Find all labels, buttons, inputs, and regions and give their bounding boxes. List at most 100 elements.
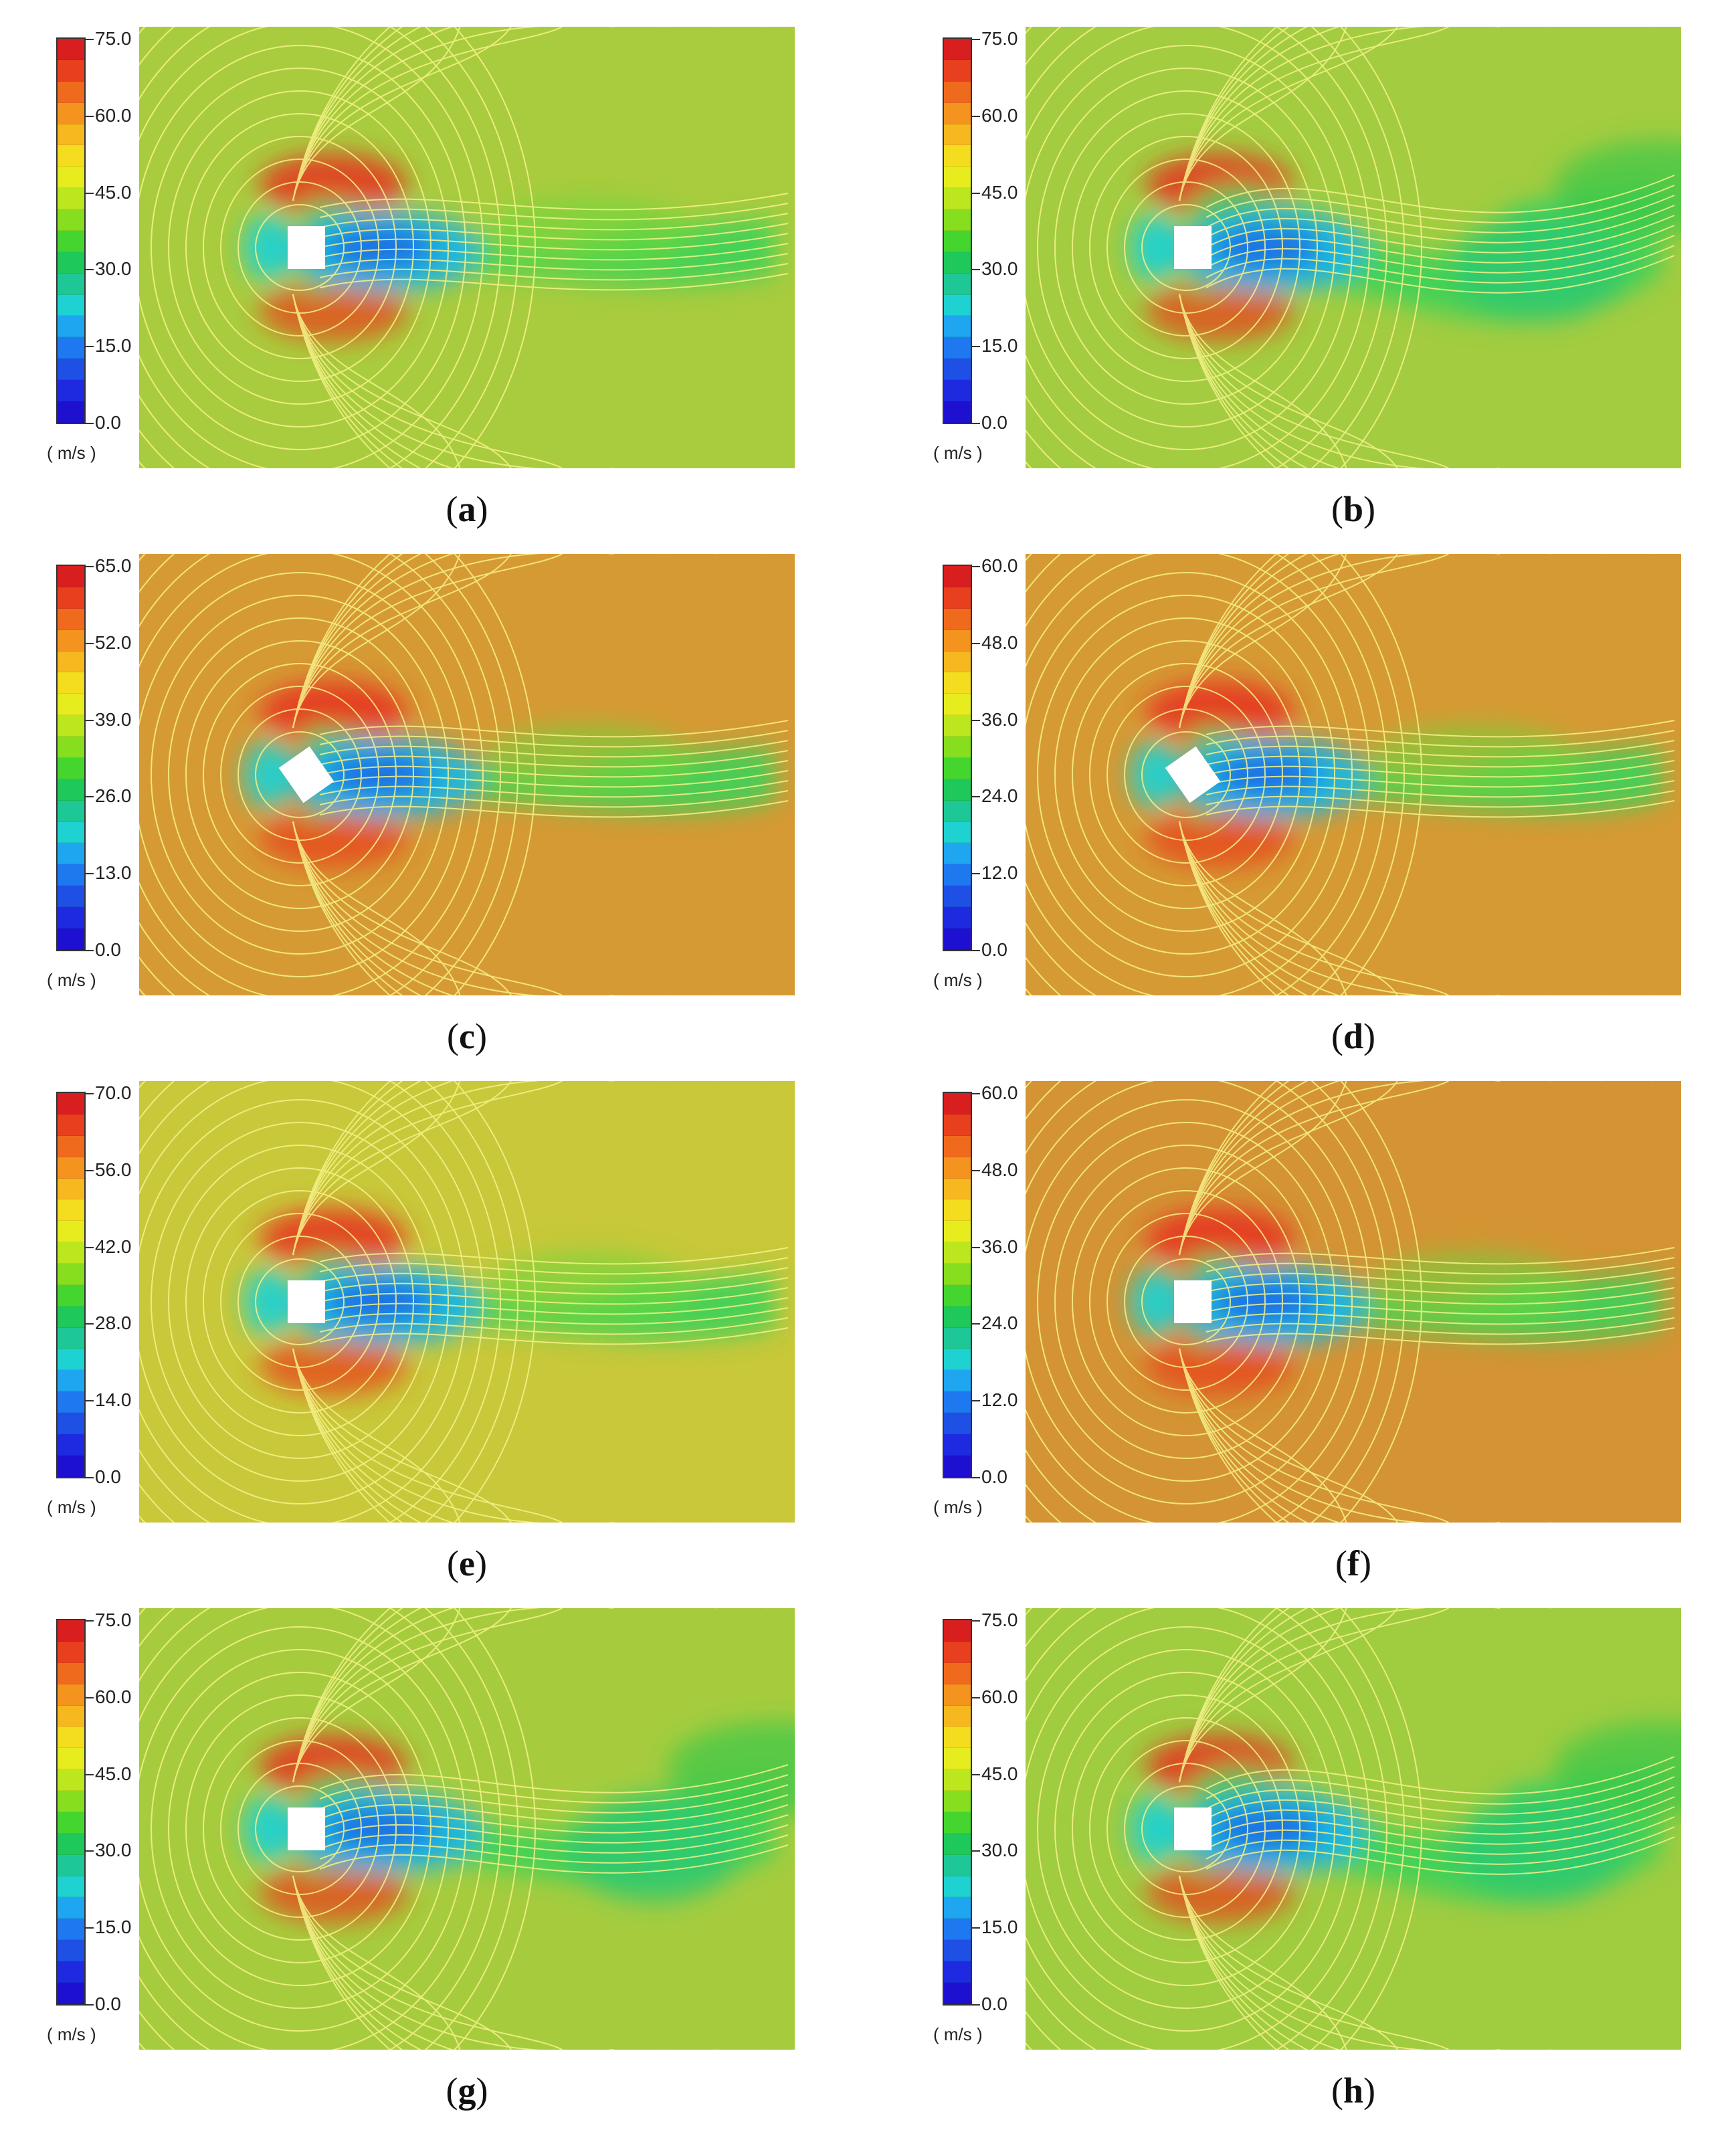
panel-a: 75.0 60.0 45.0 30.0 15.0 0.0 ( m/s ) (a) bbox=[13, 13, 850, 529]
colorbar-tick-label: 14.0 bbox=[95, 1389, 132, 1411]
colorbar-tick bbox=[86, 566, 94, 567]
colorbar-segment bbox=[944, 1221, 971, 1243]
colorbar-segment bbox=[58, 145, 84, 167]
colorbar-segment bbox=[944, 1284, 971, 1306]
colorbar-segment bbox=[944, 1940, 971, 1961]
caption-open-paren: ( bbox=[1331, 1016, 1343, 1056]
colorbar-tick-label: 45.0 bbox=[981, 1763, 1018, 1784]
colorbar-tick-label: 56.0 bbox=[95, 1159, 132, 1180]
colorbar-segment bbox=[944, 1748, 971, 1770]
colorbar-segment bbox=[944, 188, 971, 209]
colorbar-tick bbox=[972, 346, 980, 348]
colorbar-tick bbox=[86, 796, 94, 798]
colorbar-segment bbox=[944, 566, 971, 587]
colorbar-tick bbox=[972, 39, 980, 40]
colorbar-tick-label: 0.0 bbox=[981, 1993, 1007, 2014]
colorbar-segment bbox=[58, 1982, 84, 2004]
colorbar-segment bbox=[944, 1114, 971, 1136]
caption-letter: c bbox=[459, 1016, 475, 1056]
flow-shading bbox=[1131, 140, 1681, 341]
colorbar-segment bbox=[58, 1157, 84, 1179]
panel-f: 60.0 48.0 36.0 24.0 12.0 0.0 ( m/s ) (f) bbox=[900, 1068, 1736, 1583]
panel-g: 75.0 60.0 45.0 30.0 15.0 0.0 ( m/s ) (g) bbox=[13, 1595, 850, 2111]
colorbar-tick bbox=[972, 566, 980, 567]
velocity-field bbox=[1026, 1608, 1681, 2050]
colorbar-tick bbox=[972, 423, 980, 424]
caption-close-paren: ) bbox=[1359, 1543, 1371, 1583]
colorbar-segment bbox=[58, 608, 84, 630]
colorbar-segment bbox=[944, 800, 971, 822]
colorbar-segment bbox=[58, 230, 84, 252]
colorbar-segment bbox=[58, 124, 84, 146]
colorbar-segment bbox=[58, 1705, 84, 1727]
colorbar-segment bbox=[944, 1919, 971, 1941]
colorbar-segment bbox=[944, 843, 971, 865]
colorbar-segment bbox=[58, 1812, 84, 1834]
caption-open-paren: ( bbox=[1331, 489, 1343, 529]
colorbar-tick bbox=[972, 1323, 980, 1325]
colorbar-tick-label: 36.0 bbox=[981, 708, 1018, 730]
colorbar-segment bbox=[944, 1157, 971, 1179]
colorbar-segment bbox=[58, 1114, 84, 1136]
colorbar-segment bbox=[944, 1455, 971, 1477]
colorbar-tick bbox=[86, 269, 94, 271]
colorbar-segment bbox=[58, 1135, 84, 1157]
colorbar-segment bbox=[58, 1940, 84, 1961]
caption-close-paren: ) bbox=[1363, 489, 1376, 529]
colorbar-segment bbox=[944, 60, 971, 82]
panel-e: 70.0 56.0 42.0 28.0 14.0 0.0 ( m/s ) (e) bbox=[13, 1068, 850, 1583]
colorbar-tick bbox=[972, 1850, 980, 1852]
colorbar-tick-label: 65.0 bbox=[95, 555, 132, 576]
colorbar-tick bbox=[86, 39, 94, 40]
velocity-field bbox=[139, 1608, 795, 2050]
colorbar-segment bbox=[944, 316, 971, 338]
colorbar-segment bbox=[58, 1791, 84, 1812]
colorbar-segment bbox=[944, 1833, 971, 1855]
colorbar-tick-label: 12.0 bbox=[981, 1389, 1018, 1411]
colorbar-tick-label: 0.0 bbox=[95, 412, 121, 433]
colorbar-segment bbox=[58, 1093, 84, 1114]
contour-plot bbox=[1026, 27, 1681, 468]
caption-close-paren: ) bbox=[1363, 2070, 1376, 2111]
colorbar-tick bbox=[86, 1400, 94, 1402]
caption-letter: d bbox=[1343, 1016, 1364, 1056]
colorbar-segment bbox=[58, 102, 84, 124]
colorbar-segment bbox=[58, 1662, 84, 1684]
colorbar-tick-label: 13.0 bbox=[95, 862, 132, 884]
caption-letter: a bbox=[458, 489, 476, 529]
caption-letter: b bbox=[1343, 489, 1364, 529]
colorbar-segment bbox=[944, 1434, 971, 1456]
colorbar-gradient bbox=[943, 37, 972, 424]
colorbar-segment bbox=[944, 39, 971, 60]
colorbar-segment bbox=[58, 1284, 84, 1306]
colorbar-segment bbox=[944, 1620, 971, 1642]
colorbar-tick-label: 30.0 bbox=[95, 258, 132, 280]
panel-c: 65.0 52.0 39.0 26.0 13.0 0.0 ( m/s ) (c) bbox=[13, 541, 850, 1056]
bluff-body bbox=[288, 226, 325, 269]
panel-caption: (d) bbox=[1331, 1015, 1375, 1057]
colorbar-tick bbox=[86, 1773, 94, 1775]
colorbar-tick bbox=[86, 115, 94, 117]
colorbar-segment bbox=[58, 1306, 84, 1328]
colorbar-segment bbox=[944, 1391, 971, 1413]
bluff-body bbox=[278, 746, 334, 803]
panel-d: 60.0 48.0 36.0 24.0 12.0 0.0 ( m/s ) (d) bbox=[900, 541, 1736, 1056]
colorbar-segment bbox=[58, 800, 84, 822]
colorbar-gradient bbox=[56, 565, 86, 951]
colorbar-segment bbox=[944, 209, 971, 231]
bluff-body bbox=[1174, 1280, 1212, 1323]
panel-caption: (c) bbox=[447, 1015, 487, 1057]
colorbar-segment bbox=[58, 167, 84, 189]
contour-lines bbox=[1026, 1081, 1675, 1523]
colorbar-segment bbox=[58, 1961, 84, 1983]
colorbar: 60.0 48.0 36.0 24.0 12.0 0.0 ( m/s ) bbox=[933, 1081, 1020, 1523]
colorbar-tick bbox=[86, 423, 94, 424]
colorbar-segment bbox=[58, 380, 84, 401]
velocity-field bbox=[1026, 554, 1681, 995]
colorbar-tick-label: 36.0 bbox=[981, 1236, 1018, 1257]
colorbar-segment bbox=[944, 337, 971, 359]
colorbar-tick-label: 15.0 bbox=[981, 1917, 1018, 1938]
colorbar-unit-label: ( m/s ) bbox=[933, 1497, 983, 1517]
bluff-body bbox=[1174, 1808, 1212, 1850]
colorbar-segment bbox=[944, 1264, 971, 1285]
